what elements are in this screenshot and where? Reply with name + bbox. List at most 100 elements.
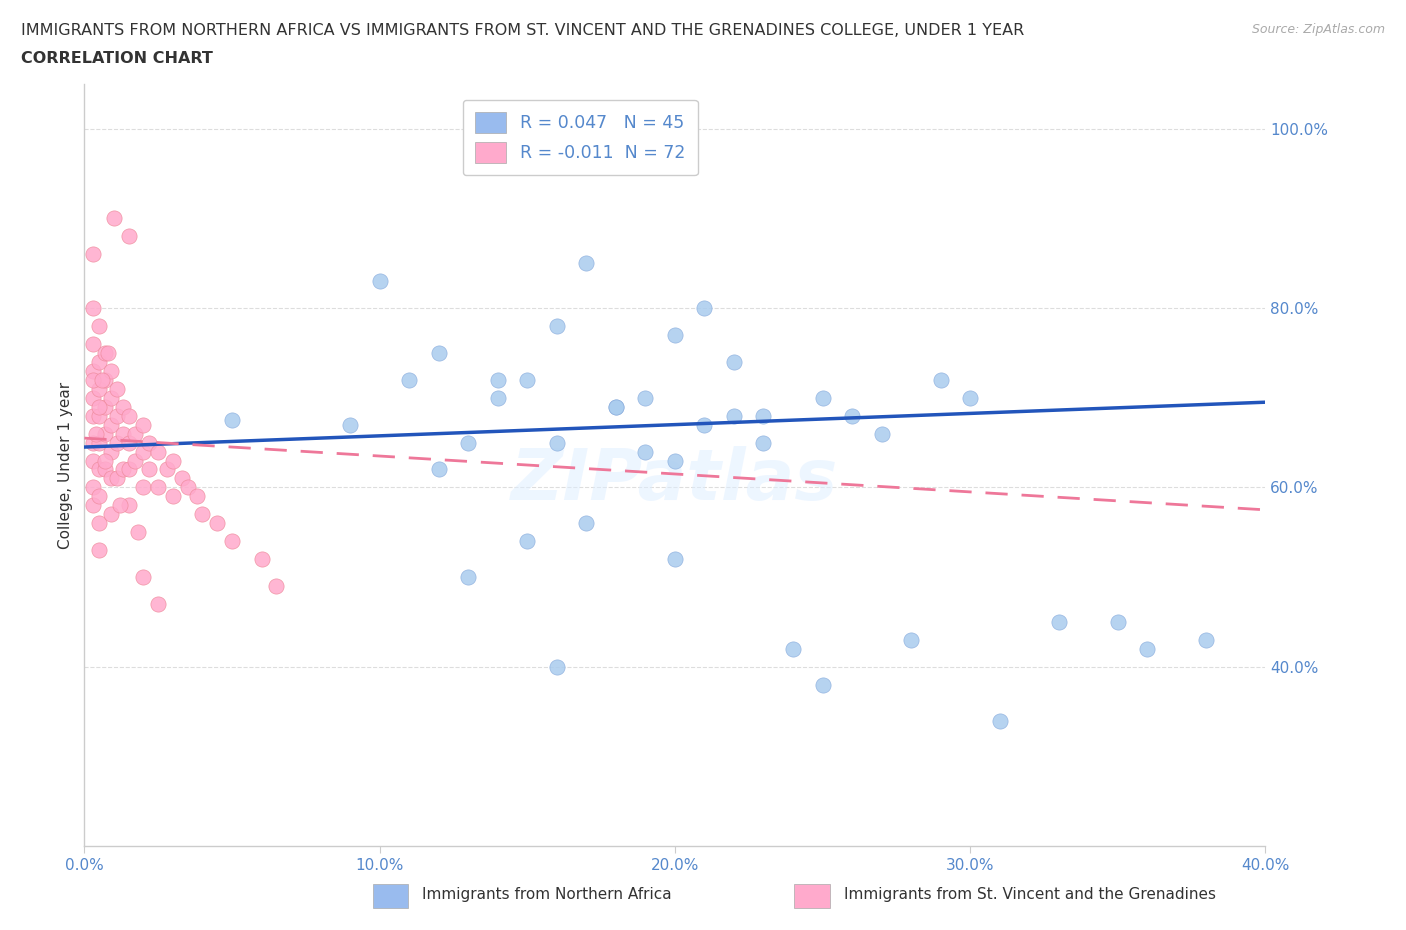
- Point: [94, 345, 117, 360]
- Point: [162, 453, 184, 468]
- Point: [105, 435, 128, 450]
- Point: [100, 418, 122, 432]
- Point: [82, 408, 104, 423]
- Text: CORRELATION CHART: CORRELATION CHART: [21, 51, 212, 66]
- Point: [118, 462, 141, 477]
- Point: [124, 426, 146, 441]
- Point: [148, 445, 170, 459]
- Point: [82, 246, 104, 261]
- Point: [94, 372, 117, 387]
- Point: [82, 300, 104, 315]
- Point: [782, 642, 804, 657]
- Point: [177, 480, 200, 495]
- Point: [546, 318, 568, 333]
- Point: [162, 489, 184, 504]
- Point: [634, 445, 657, 459]
- Text: Immigrants from St. Vincent and the Grenadines: Immigrants from St. Vincent and the Gren…: [844, 887, 1216, 902]
- Point: [97, 345, 120, 360]
- Point: [132, 570, 155, 585]
- Point: [752, 435, 775, 450]
- Legend: R = 0.047   N = 45, R = -0.011  N = 72: R = 0.047 N = 45, R = -0.011 N = 72: [463, 100, 697, 176]
- Point: [1047, 615, 1070, 630]
- Point: [82, 480, 104, 495]
- Point: [94, 453, 117, 468]
- Point: [546, 435, 568, 450]
- Point: [94, 426, 117, 441]
- Point: [132, 445, 155, 459]
- Text: Immigrants from Northern Africa: Immigrants from Northern Africa: [422, 887, 672, 902]
- Point: [148, 597, 170, 612]
- Point: [108, 498, 131, 512]
- Point: [339, 418, 361, 432]
- Point: [486, 372, 509, 387]
- Point: [929, 372, 952, 387]
- Point: [575, 516, 598, 531]
- Point: [457, 435, 479, 450]
- Point: [111, 426, 134, 441]
- Point: [264, 578, 288, 593]
- Point: [87, 543, 111, 558]
- Point: [132, 418, 155, 432]
- Point: [723, 354, 745, 369]
- Point: [118, 435, 141, 450]
- Point: [82, 364, 104, 379]
- Point: [664, 551, 686, 566]
- Point: [87, 408, 111, 423]
- Point: [664, 453, 686, 468]
- Point: [105, 381, 128, 396]
- Point: [427, 462, 450, 477]
- Point: [87, 516, 111, 531]
- Point: [87, 318, 111, 333]
- Point: [100, 507, 122, 522]
- Point: [170, 471, 193, 485]
- Point: [221, 413, 243, 428]
- Point: [870, 426, 893, 441]
- Point: [900, 632, 922, 647]
- Point: [368, 273, 391, 288]
- Point: [575, 256, 598, 271]
- Point: [82, 372, 104, 387]
- Point: [156, 462, 179, 477]
- Point: [693, 300, 716, 315]
- Point: [124, 453, 146, 468]
- Point: [811, 677, 834, 692]
- Point: [457, 570, 479, 585]
- Point: [138, 462, 160, 477]
- Point: [87, 462, 111, 477]
- Point: [546, 659, 568, 674]
- Point: [398, 372, 420, 387]
- Point: [486, 391, 509, 405]
- Point: [82, 337, 104, 352]
- Point: [100, 391, 122, 405]
- Point: [186, 489, 208, 504]
- Point: [103, 211, 125, 226]
- Point: [87, 489, 111, 504]
- Point: [1107, 615, 1129, 630]
- Point: [84, 426, 107, 441]
- Point: [100, 471, 122, 485]
- Point: [118, 229, 141, 244]
- Point: [111, 399, 134, 414]
- Point: [516, 534, 538, 549]
- Point: [105, 471, 128, 485]
- Point: [87, 354, 111, 369]
- Point: [94, 462, 117, 477]
- Point: [87, 399, 111, 414]
- Point: [87, 435, 111, 450]
- Point: [516, 372, 538, 387]
- Point: [605, 399, 627, 414]
- Point: [87, 381, 111, 396]
- Text: Source: ZipAtlas.com: Source: ZipAtlas.com: [1251, 23, 1385, 36]
- Point: [664, 327, 686, 342]
- Point: [82, 391, 104, 405]
- Point: [100, 364, 122, 379]
- Point: [605, 399, 627, 414]
- Point: [127, 525, 149, 539]
- Point: [94, 399, 117, 414]
- Point: [250, 551, 273, 566]
- Point: [148, 480, 170, 495]
- Point: [100, 445, 122, 459]
- Point: [634, 391, 657, 405]
- Text: IMMIGRANTS FROM NORTHERN AFRICA VS IMMIGRANTS FROM ST. VINCENT AND THE GRENADINE: IMMIGRANTS FROM NORTHERN AFRICA VS IMMIG…: [21, 23, 1025, 38]
- Point: [693, 418, 716, 432]
